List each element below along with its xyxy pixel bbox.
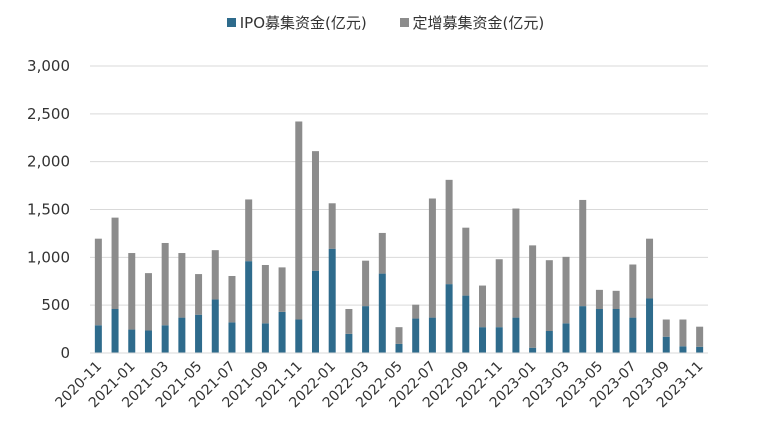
bar-placement (278, 267, 286, 312)
bar-ipo (696, 346, 704, 353)
bar-placement (595, 289, 603, 309)
legend-swatch-placement (399, 18, 409, 27)
bar-ipo (178, 317, 186, 353)
bar-ipo (311, 270, 319, 353)
bar-ipo (328, 248, 336, 353)
bar-ipo (679, 346, 687, 353)
bar-ipo (612, 308, 620, 353)
axis-layer: 05001,0001,5002,0002,5003,0002020-112021… (27, 57, 708, 411)
bar-placement (395, 327, 403, 344)
bar-ipo (228, 322, 236, 353)
bar-placement (495, 259, 503, 328)
bar-placement (111, 217, 119, 309)
bar-placement (412, 304, 420, 319)
bar-placement (479, 285, 487, 328)
bar-placement (378, 232, 386, 274)
bar-placement (679, 319, 687, 347)
bar-ipo (495, 327, 503, 353)
bar-ipo (211, 299, 219, 353)
legend-label-ipo: IPO募集资金(亿元) (239, 14, 367, 32)
bar-placement (228, 275, 236, 323)
bar-ipo (395, 343, 403, 353)
bar-ipo (144, 330, 152, 353)
y-tick-label: 500 (41, 296, 70, 314)
bar-ipo (278, 311, 286, 353)
bar-placement (245, 199, 253, 262)
bar-ipo (261, 323, 269, 353)
bar-ipo (595, 308, 603, 353)
bar-placement (161, 242, 169, 326)
bar-placement (696, 326, 704, 347)
legend-item-ipo: IPO募集资金(亿元) (226, 12, 367, 33)
bar-placement (646, 238, 654, 299)
bar-ipo (562, 323, 570, 353)
legend: IPO募集资金(亿元) 定增募集资金(亿元) (0, 12, 771, 33)
bar-ipo (479, 327, 487, 353)
y-tick-label: 2,000 (27, 153, 70, 171)
bar-ipo (646, 298, 654, 353)
bar-ipo (362, 306, 370, 353)
y-tick-label: 3,000 (27, 57, 70, 75)
bar-placement (529, 245, 537, 348)
bar-placement (445, 179, 453, 285)
bar-placement (178, 253, 186, 318)
bar-placement (462, 227, 470, 296)
bar-placement (128, 253, 136, 330)
y-tick-label: 0 (60, 344, 70, 362)
bar-placement (629, 264, 637, 318)
bar-placement (211, 250, 219, 300)
bar-placement (362, 260, 370, 307)
bar-ipo (529, 347, 537, 353)
bar-ipo (94, 325, 102, 353)
y-tick-label: 2,500 (27, 105, 70, 123)
bar-ipo (195, 314, 203, 353)
bar-ipo (161, 325, 169, 353)
legend-label-placement: 定增募集资金(亿元) (412, 14, 545, 32)
bar-ipo (445, 284, 453, 353)
bar-placement (328, 203, 336, 249)
bar-ipo (412, 318, 420, 353)
bar-ipo (295, 319, 303, 353)
bar-ipo (512, 317, 520, 353)
bar-ipo (662, 336, 670, 353)
bar-ipo (545, 330, 553, 353)
bar-placement (144, 273, 152, 331)
bar-ipo (462, 295, 470, 353)
legend-item-placement: 定增募集资金(亿元) (399, 12, 545, 33)
bar-ipo (629, 317, 637, 353)
y-tick-label: 1,500 (27, 201, 70, 219)
bar-placement (94, 238, 102, 326)
bar-ipo (128, 329, 136, 353)
bar-placement (311, 151, 319, 271)
bar-placement (345, 308, 353, 334)
bar-ipo (428, 317, 436, 353)
bar-placement (295, 121, 303, 320)
grid-layer (90, 65, 708, 306)
bar-ipo (378, 273, 386, 353)
bar-ipo (579, 306, 587, 353)
legend-swatch-ipo (226, 18, 236, 27)
bar-placement (512, 208, 520, 318)
bar-ipo (245, 261, 253, 353)
bar-placement (428, 198, 436, 318)
bar-layer (94, 121, 704, 353)
bar-ipo (111, 308, 119, 353)
bar-placement (545, 260, 553, 331)
bar-placement (662, 319, 670, 337)
bar-placement (261, 264, 269, 324)
y-tick-label: 1,000 (27, 248, 70, 266)
bar-placement (612, 290, 620, 309)
bar-ipo (345, 333, 353, 353)
bar-placement (195, 274, 203, 315)
bar-placement (579, 199, 587, 307)
bar-placement (562, 256, 570, 324)
